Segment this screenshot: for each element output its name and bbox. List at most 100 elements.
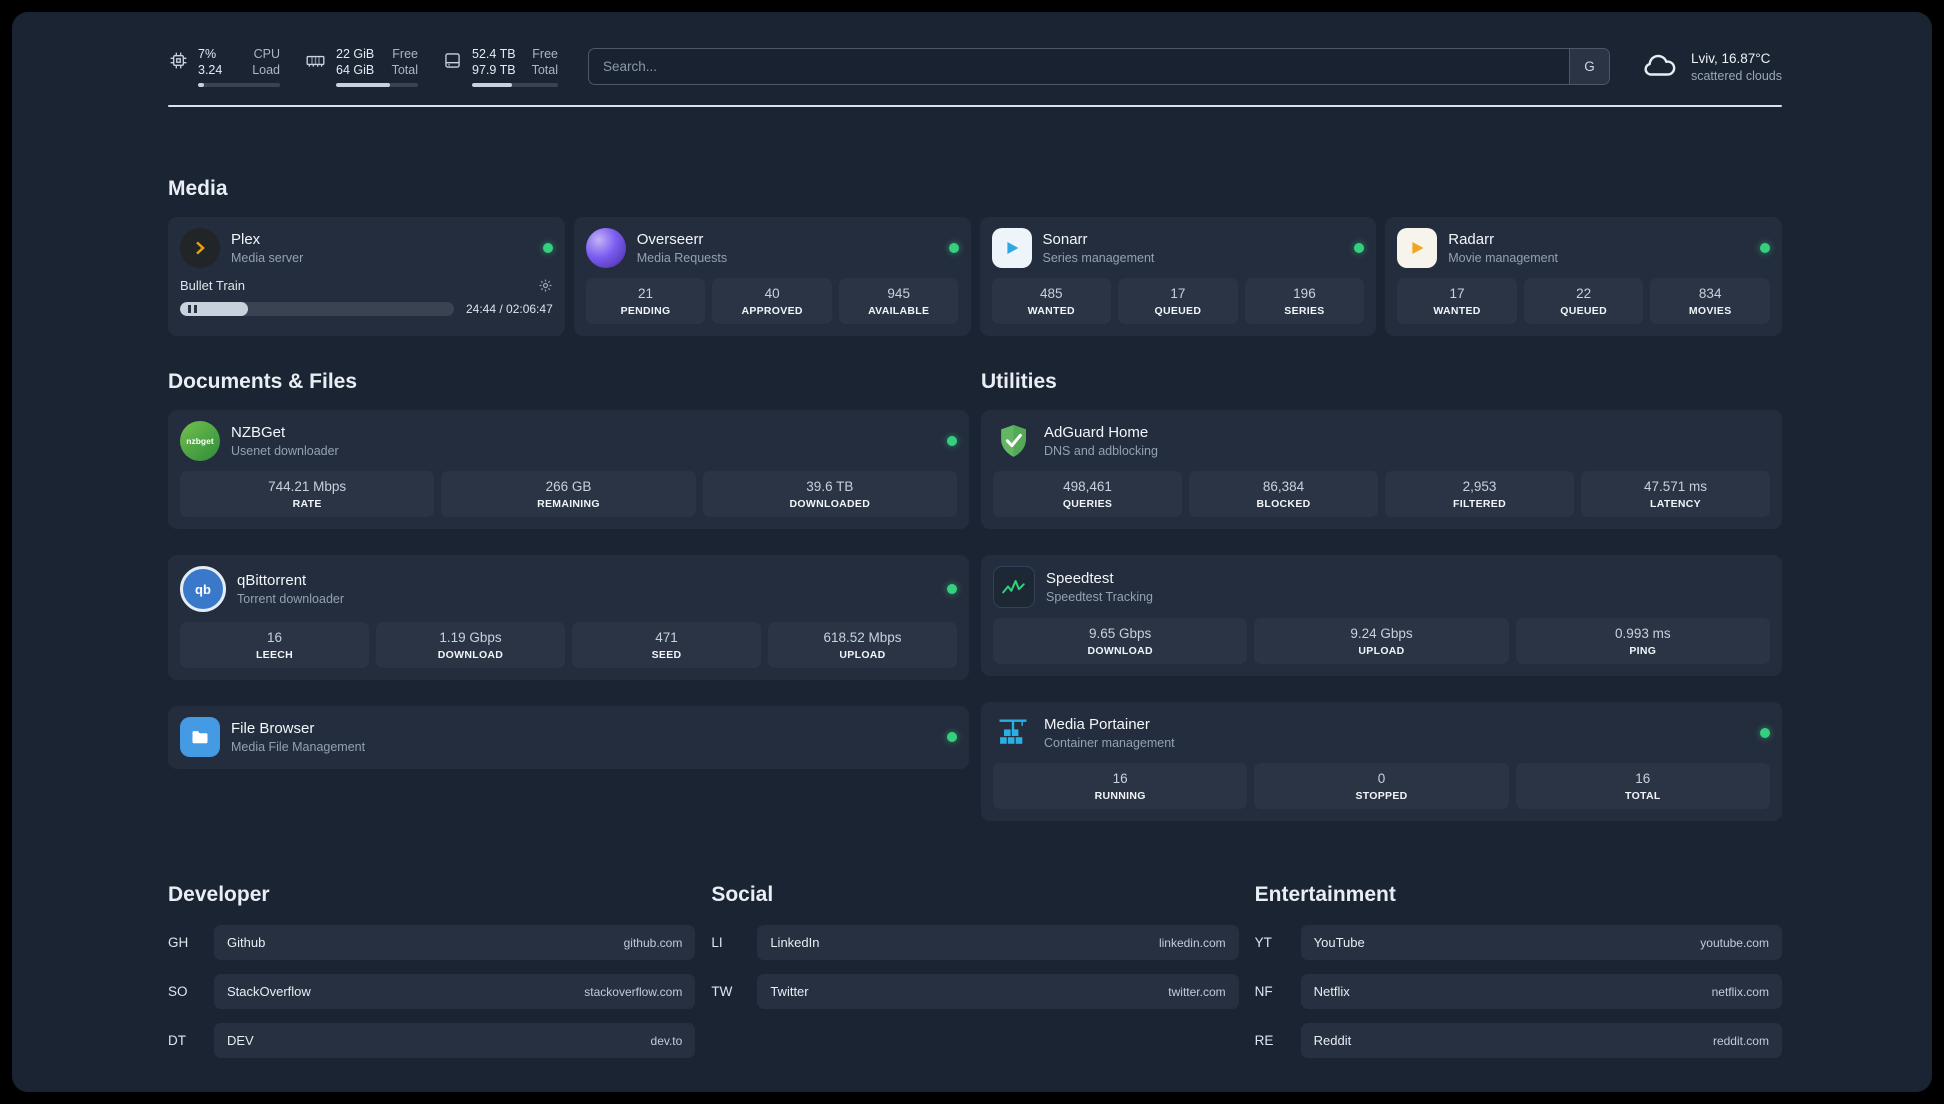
memory-total: 64 GiB — [336, 63, 375, 77]
section-heading-social: Social — [711, 883, 774, 906]
bookmark-row: DT DEV dev.to — [168, 1023, 696, 1058]
stat-box: 39.6 TB DOWNLOADED — [702, 471, 957, 517]
bookmark-link-twitter[interactable]: Twitter twitter.com — [757, 974, 1239, 1009]
service-card-plex[interactable]: Plex Media server Bullet Train — [168, 217, 565, 336]
section-heading-developer: Developer — [168, 883, 270, 906]
service-title: Plex — [231, 231, 261, 248]
stat-box: 21 PENDING — [585, 278, 706, 324]
stat-box: 618.52 Mbps UPLOAD — [768, 622, 957, 668]
stat-box: 9.24 Gbps UPLOAD — [1254, 618, 1509, 664]
stat-box: 40 APPROVED — [712, 278, 832, 324]
resource-widgets: 7% 3.24 CPU Load — [168, 46, 558, 87]
service-subtitle: Series management — [1042, 251, 1155, 265]
status-dot — [947, 732, 957, 742]
stat-box: 16 TOTAL — [1515, 763, 1770, 809]
bookmark-link-youtube[interactable]: YouTube youtube.com — [1300, 925, 1782, 960]
service-subtitle: DNS and adblocking — [1044, 444, 1158, 458]
nzbget-icon-label: nzbget — [186, 436, 214, 446]
service-subtitle: Speedtest Tracking — [1046, 590, 1154, 604]
weather-location: Lviv, 16.87°C — [1690, 50, 1771, 66]
service-title: NZBGet — [231, 424, 286, 441]
section-media: Media Plex Media server Bullet Train — [168, 177, 1782, 336]
service-subtitle: Media Requests — [636, 251, 728, 265]
bookmark-link-stackoverflow[interactable]: StackOverflow stackoverflow.com — [214, 974, 696, 1009]
disk-usage-bar — [472, 83, 558, 87]
bookmark-group-entertainment: Entertainment YT YouTube youtube.com NF … — [1255, 883, 1782, 1058]
cpu-load-label: Load — [252, 63, 280, 77]
stat-box: 17 QUEUED — [1118, 278, 1238, 324]
service-title: Speedtest — [1046, 570, 1114, 587]
bookmark-abbr: SO — [168, 984, 188, 999]
bookmark-group-social: Social LI LinkedIn linkedin.com TW Twitt… — [711, 883, 1239, 1058]
disk-widget: 52.4 TB 97.9 TB Free Total — [442, 46, 558, 87]
qbittorrent-icon: qb — [180, 566, 226, 612]
stat-box: 16 RUNNING — [993, 763, 1248, 809]
cloud-icon — [1640, 50, 1680, 84]
service-card-portainer[interactable]: Media Portainer Container management 16 R… — [981, 702, 1782, 821]
stat-box: 945 AVAILABLE — [838, 278, 959, 324]
service-title: Media Portainer — [1044, 716, 1150, 733]
bookmark-link-linkedin[interactable]: LinkedIn linkedin.com — [757, 925, 1239, 960]
bookmark-link-netflix[interactable]: Netflix netflix.com — [1300, 974, 1782, 1009]
memory-free: 22 GiB — [336, 47, 375, 61]
playback-progress-bar[interactable] — [180, 302, 454, 316]
service-card-radarr[interactable]: Radarr Movie management 17 WANTED 22 QUEUE… — [1385, 217, 1782, 336]
disk-total-label: Total — [531, 63, 558, 77]
memory-icon — [304, 50, 327, 87]
bookmark-row: NF Netflix netflix.com — [1255, 974, 1782, 1009]
bookmark-link-reddit[interactable]: Reddit reddit.com — [1300, 1023, 1782, 1058]
service-title: Overseerr — [636, 231, 704, 248]
bookmark-abbr: TW — [711, 984, 733, 999]
section-heading-media: Media — [168, 177, 228, 200]
top-bar: 7% 3.24 CPU Load — [168, 46, 1782, 87]
service-subtitle: Media server — [231, 251, 304, 265]
service-subtitle: Torrent downloader — [237, 592, 345, 606]
bookmark-row: YT YouTube youtube.com — [1255, 925, 1782, 960]
now-playing-title: Bullet Train — [180, 278, 246, 293]
service-card-filebrowser[interactable]: File Browser Media File Management — [168, 706, 969, 769]
nzbget-icon: nzbget — [180, 421, 220, 461]
status-dot — [947, 584, 957, 594]
service-card-adguard[interactable]: AdGuard Home DNS and adblocking 498,461 Q… — [981, 410, 1782, 529]
pause-icon[interactable] — [188, 305, 197, 313]
section-documents: Documents & Files nzbget NZBGet Usenet d… — [168, 370, 969, 769]
service-title: Radarr — [1448, 231, 1495, 248]
service-title: qBittorrent — [237, 572, 307, 589]
service-card-speedtest[interactable]: Speedtest Speedtest Tracking 9.65 Gbps DO… — [981, 555, 1782, 676]
service-card-nzbget[interactable]: nzbget NZBGet Usenet downloader 744.21 M… — [168, 410, 969, 529]
bookmark-row: SO StackOverflow stackoverflow.com — [168, 974, 696, 1009]
stat-box: 0.993 ms PING — [1515, 618, 1770, 664]
disk-free-label: Free — [532, 47, 558, 61]
bookmark-link-github[interactable]: Github github.com — [214, 925, 696, 960]
gear-icon[interactable] — [538, 278, 553, 293]
stat-box: 16 LEECH — [180, 622, 369, 668]
status-dot — [1760, 728, 1770, 738]
stat-box: 47.571 ms LATENCY — [1581, 471, 1770, 517]
service-card-overseerr[interactable]: Overseerr Media Requests 21 PENDING 40 APP… — [573, 217, 971, 336]
stat-box: 9.65 Gbps DOWNLOAD — [993, 618, 1248, 664]
stat-box: 1.19 Gbps DOWNLOAD — [376, 622, 565, 668]
qbittorrent-icon-label: qb — [195, 581, 211, 597]
sonarr-icon — [991, 228, 1032, 268]
weather-widget[interactable]: Lviv, 16.87°C scattered clouds — [1640, 50, 1782, 84]
disk-icon — [442, 50, 463, 87]
cpu-label: CPU — [253, 47, 280, 61]
dashboard-panel: 7% 3.24 CPU Load — [12, 12, 1932, 1092]
bookmark-row: RE Reddit reddit.com — [1255, 1023, 1782, 1058]
stat-box: 744.21 Mbps RATE — [180, 471, 435, 517]
search-bar: G — [587, 48, 1610, 85]
search-input[interactable] — [588, 49, 1569, 84]
service-title: File Browser — [231, 720, 315, 737]
bookmark-link-dev[interactable]: DEV dev.to — [214, 1023, 696, 1058]
service-card-sonarr[interactable]: Sonarr Series management 485 WANTED 17 QUE… — [979, 217, 1377, 336]
bookmark-abbr: NF — [1254, 984, 1273, 999]
stat-box: 196 SERIES — [1244, 278, 1365, 324]
cpu-load: 3.24 — [198, 63, 223, 77]
search-provider-button[interactable]: G — [1568, 49, 1609, 84]
service-card-qbittorrent[interactable]: qb qBittorrent Torrent downloader 16 LEEC… — [168, 555, 969, 680]
plex-icon — [180, 228, 220, 268]
service-subtitle: Usenet downloader — [231, 444, 339, 458]
playback-time: 24:44 / 02:06:47 — [466, 302, 553, 316]
stat-box: 17 WANTED — [1397, 278, 1517, 324]
